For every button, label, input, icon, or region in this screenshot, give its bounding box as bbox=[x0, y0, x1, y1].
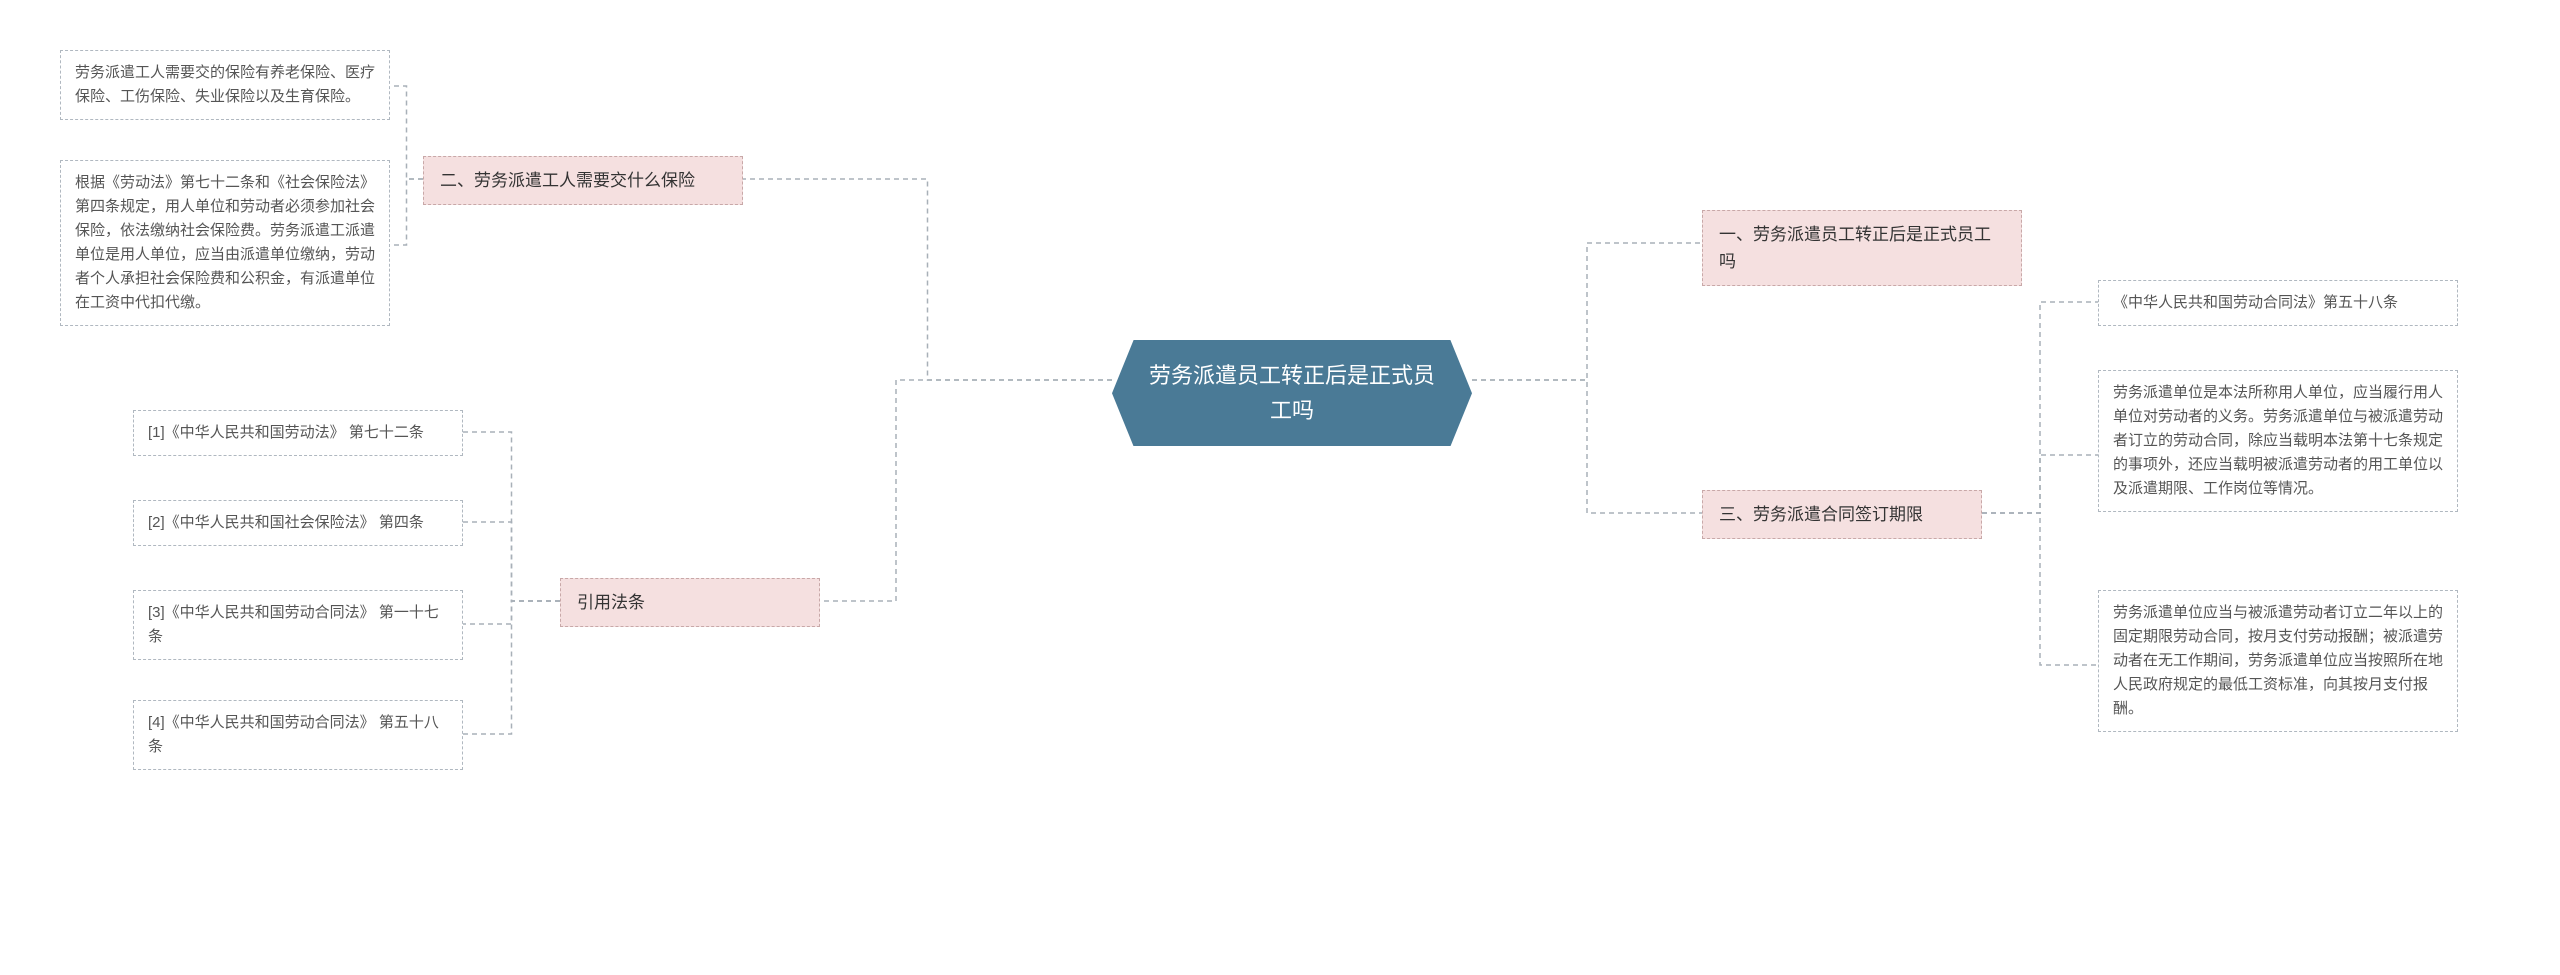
center-node: 劳务派遣员工转正后是正式员工吗 bbox=[1112, 340, 1472, 446]
leaf-left-refs-0-text: [1]《中华人民共和国劳动法》 第七十二条 bbox=[148, 424, 424, 441]
branch-right-1-label: 一、劳务派遣员工转正后是正式员工吗 bbox=[1719, 225, 1991, 271]
branch-right-1: 一、劳务派遣员工转正后是正式员工吗 bbox=[1702, 210, 2022, 286]
leaf-left-2-0: 劳务派遣工人需要交的保险有养老保险、医疗保险、工伤保险、失业保险以及生育保险。 bbox=[60, 50, 390, 120]
mindmap-container: 劳务派遣员工转正后是正式员工吗 一、劳务派遣员工转正后是正式员工吗 三、劳务派遣… bbox=[0, 0, 2560, 975]
leaf-left-refs-3: [4]《中华人民共和国劳动合同法》 第五十八条 bbox=[133, 700, 463, 770]
branch-right-3-label: 三、劳务派遣合同签订期限 bbox=[1719, 505, 1923, 524]
leaf-left-2-1: 根据《劳动法》第七十二条和《社会保险法》第四条规定，用人单位和劳动者必须参加社会… bbox=[60, 160, 390, 326]
leaf-right-3-1: 劳务派遣单位是本法所称用人单位，应当履行用人单位对劳动者的义务。劳务派遣单位与被… bbox=[2098, 370, 2458, 512]
leaf-left-refs-2: [3]《中华人民共和国劳动合同法》 第一十七条 bbox=[133, 590, 463, 660]
leaf-left-2-1-text: 根据《劳动法》第七十二条和《社会保险法》第四条规定，用人单位和劳动者必须参加社会… bbox=[75, 174, 375, 311]
branch-left-2: 二、劳务派遣工人需要交什么保险 bbox=[423, 156, 743, 205]
branch-left-refs-label: 引用法条 bbox=[577, 593, 645, 612]
leaf-right-3-0: 《中华人民共和国劳动合同法》第五十八条 bbox=[2098, 280, 2458, 326]
leaf-left-refs-3-text: [4]《中华人民共和国劳动合同法》 第五十八条 bbox=[148, 714, 439, 755]
leaf-left-refs-2-text: [3]《中华人民共和国劳动合同法》 第一十七条 bbox=[148, 604, 439, 645]
leaf-left-refs-1-text: [2]《中华人民共和国社会保险法》 第四条 bbox=[148, 514, 424, 531]
leaf-left-refs-1: [2]《中华人民共和国社会保险法》 第四条 bbox=[133, 500, 463, 546]
branch-left-refs: 引用法条 bbox=[560, 578, 820, 627]
leaf-right-3-1-text: 劳务派遣单位是本法所称用人单位，应当履行用人单位对劳动者的义务。劳务派遣单位与被… bbox=[2113, 384, 2443, 497]
center-text: 劳务派遣员工转正后是正式员工吗 bbox=[1149, 363, 1435, 423]
leaf-right-3-2: 劳务派遣单位应当与被派遣劳动者订立二年以上的固定期限劳动合同，按月支付劳动报酬；… bbox=[2098, 590, 2458, 732]
leaf-right-3-0-text: 《中华人民共和国劳动合同法》第五十八条 bbox=[2113, 294, 2398, 311]
leaf-right-3-2-text: 劳务派遣单位应当与被派遣劳动者订立二年以上的固定期限劳动合同，按月支付劳动报酬；… bbox=[2113, 604, 2443, 717]
leaf-left-refs-0: [1]《中华人民共和国劳动法》 第七十二条 bbox=[133, 410, 463, 456]
leaf-left-2-0-text: 劳务派遣工人需要交的保险有养老保险、医疗保险、工伤保险、失业保险以及生育保险。 bbox=[75, 64, 375, 105]
branch-right-3: 三、劳务派遣合同签订期限 bbox=[1702, 490, 1982, 539]
branch-left-2-label: 二、劳务派遣工人需要交什么保险 bbox=[440, 171, 695, 190]
